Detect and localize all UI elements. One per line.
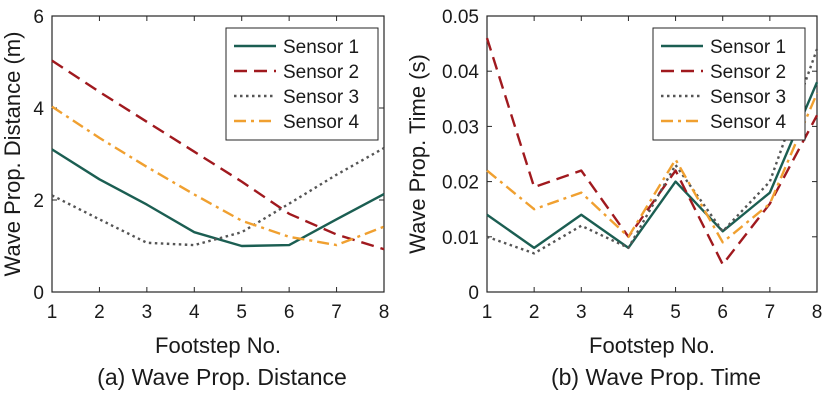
legend-label-2: Sensor 2 [283, 62, 359, 83]
x-tick-label: 5 [236, 302, 247, 323]
y-axis-label: Wave Prop. Distance (m) [0, 32, 25, 277]
legend-label-3: Sensor 3 [710, 87, 786, 108]
x-tick-label: 3 [142, 302, 153, 323]
y-tick-label: 2 [33, 191, 44, 212]
y-tick-label: 0.03 [442, 117, 479, 138]
series-line-1 [486, 81, 819, 250]
y-tick-label: 4 [33, 99, 44, 120]
x-tick-label: 2 [529, 302, 540, 323]
y-axis-label: Wave Prop. Time (s) [405, 54, 430, 254]
x-tick-label: 3 [576, 302, 587, 323]
legend-label-1: Sensor 1 [710, 37, 786, 58]
series-line-1 [51, 148, 385, 248]
series-line-4 [486, 92, 819, 244]
series-line-3 [486, 48, 819, 255]
y-tick-label: 0 [468, 283, 479, 304]
x-tick-label: 7 [331, 302, 342, 323]
y-tick-label: 0.04 [442, 62, 479, 83]
y-tick-label: 0.02 [442, 173, 479, 194]
y-tick-label: 0.01 [442, 228, 479, 249]
x-tick-label: 1 [482, 302, 493, 323]
series-line-2 [51, 59, 385, 251]
x-tick-label: 2 [94, 302, 105, 323]
x-tick-label: 7 [765, 302, 776, 323]
x-tick-label: 4 [623, 302, 634, 323]
x-axis-label: Footstep No. [155, 333, 281, 358]
chart-caption: (a) Wave Prop. Distance [97, 364, 347, 390]
legend: Sensor 1 Sensor 2 Sensor 3 Sensor 4 [225, 27, 379, 141]
legend-label-4: Sensor 4 [710, 112, 786, 133]
x-tick-label: 8 [812, 302, 823, 323]
x-tick-label: 6 [717, 302, 728, 323]
legend-label-4: Sensor 4 [283, 112, 359, 133]
y-tick-label: 0 [33, 283, 44, 304]
x-tick-label: 5 [670, 302, 681, 323]
series-line-3 [51, 146, 385, 247]
y-tick-label: 0.05 [442, 7, 479, 28]
chart-wave-prop-time: 1 2 3 4 5 6 7 8 0 0.01 0.02 0.03 0.04 0.05 Footstep No… [405, 7, 822, 390]
x-tick-label: 4 [189, 302, 200, 323]
x-tick-label: 6 [284, 302, 295, 323]
series-line-2 [485, 37, 819, 266]
legend-label-1: Sensor 1 [283, 37, 359, 58]
y-tick-label: 6 [33, 7, 44, 28]
legend-label-3: Sensor 3 [283, 87, 359, 108]
x-tick-label: 1 [47, 302, 58, 323]
legend: Sensor 1 Sensor 2 Sensor 3 Sensor 4 [652, 27, 806, 141]
x-axis-label: Footstep No. [589, 333, 715, 358]
chart-caption: (b) Wave Prop. Time [551, 364, 761, 390]
x-tick-label: 8 [379, 302, 390, 323]
series-line-4 [51, 105, 385, 247]
legend-label-2: Sensor 2 [710, 62, 786, 83]
